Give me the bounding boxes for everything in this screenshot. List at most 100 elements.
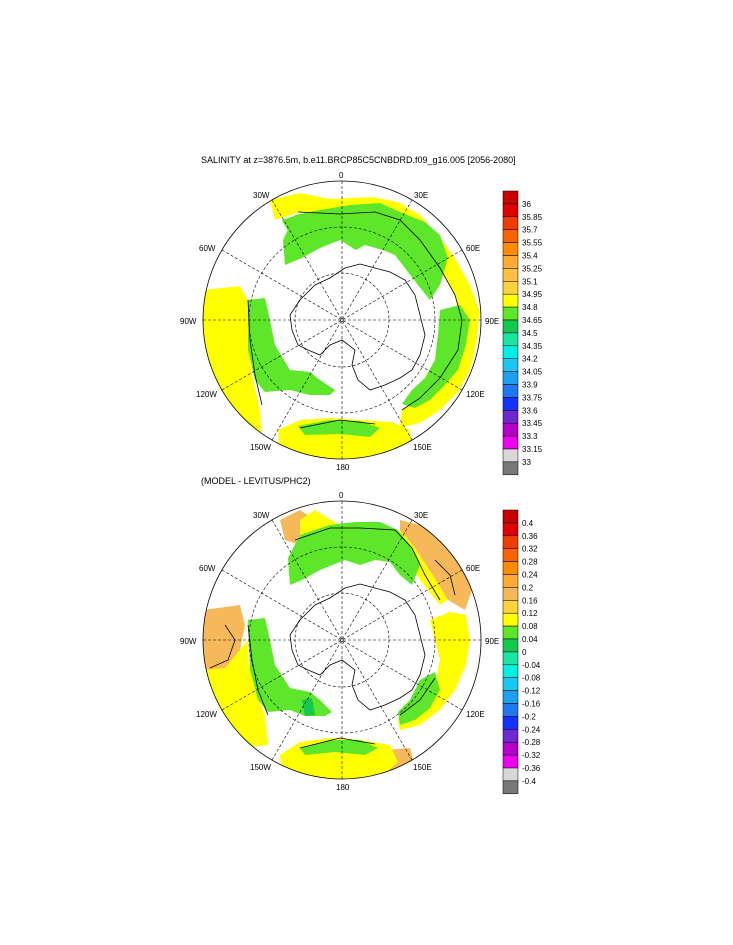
- colorbar-label: -0.2: [522, 712, 536, 721]
- panel2-title: (MODEL - LEVITUS/PHC2): [201, 476, 311, 486]
- lon-label-0: 0: [339, 171, 344, 180]
- colorbar-label: 0.12: [522, 609, 538, 618]
- lon-label-0: 0: [339, 491, 344, 500]
- colorbar-swatch: [502, 703, 519, 717]
- colorbar-swatch: [502, 574, 519, 588]
- difference-map: 0 30E 60E 90E 120E 150E 180 150W 120W 90…: [180, 491, 499, 792]
- colorbar-swatch: [502, 448, 519, 463]
- colorbar-label: 0.36: [522, 532, 538, 541]
- lon-label-60w: 60W: [199, 564, 216, 573]
- colorbar-label: 33.6: [522, 406, 538, 415]
- colorbar-swatch: [502, 754, 519, 769]
- colorbar-label: 0.32: [522, 545, 538, 554]
- colorbar-swatch: [502, 587, 519, 601]
- colorbar-label: 35.55: [522, 239, 543, 248]
- lon-label-90w: 90W: [180, 637, 197, 646]
- colorbar-label: -0.32: [522, 751, 541, 760]
- lon-label-120e: 120E: [466, 710, 485, 719]
- colorbar-label: 34.35: [522, 342, 543, 351]
- colorbar-swatch: [502, 461, 519, 476]
- colorbar-swatch: [502, 716, 519, 730]
- colorbar-label: 33: [522, 458, 531, 467]
- lon-label-30e: 30E: [414, 191, 428, 200]
- lon-label-30w: 30W: [253, 191, 270, 200]
- colorbar-swatch: [502, 548, 519, 562]
- colorbar-swatch: [502, 741, 519, 756]
- lon-label-60w: 60W: [199, 244, 216, 253]
- lon-label-30w: 30W: [253, 511, 270, 520]
- region-green: [248, 298, 335, 395]
- colorbar-swatch: [502, 190, 519, 205]
- colorbar-swatch: [502, 371, 519, 385]
- colorbar-swatch: [502, 625, 519, 640]
- colorbar-label: 33.15: [522, 445, 543, 454]
- colorbar-label: 36: [522, 200, 531, 209]
- colorbar-label: 35.4: [522, 252, 538, 261]
- colorbar-swatch: [502, 345, 519, 359]
- antarctica-coastline: [289, 263, 426, 391]
- colorbar-label: -0.04: [522, 661, 541, 670]
- lon-label-120w: 120W: [196, 710, 217, 719]
- colorbar-label: 34.5: [522, 329, 538, 338]
- colorbar-label: 34.05: [522, 368, 543, 377]
- colorbar-label: 33.9: [522, 381, 538, 390]
- colorbar-label: 35.85: [522, 213, 543, 222]
- colorbar-label: 0.4: [522, 519, 534, 528]
- panel1-title: SALINITY at z=3876.5m, b.e11.BRCP85C5CNB…: [201, 155, 516, 165]
- colorbar-swatch: [502, 306, 519, 321]
- region-green: [402, 305, 470, 408]
- lon-label-90e: 90E: [485, 317, 499, 326]
- antarctica-coastline: [289, 583, 426, 711]
- lon-label-120w: 120W: [196, 390, 217, 399]
- lon-label-150e: 150E: [413, 763, 432, 772]
- lon-label-90e: 90E: [485, 637, 499, 646]
- colorbar-label: 0.04: [522, 635, 538, 644]
- colorbar-label: 35.25: [522, 264, 543, 273]
- colorbar-swatch: [502, 410, 519, 424]
- colorbar-swatch: [502, 397, 519, 411]
- colorbar-swatch: [502, 255, 519, 269]
- colorbar-swatch: [502, 229, 519, 243]
- colorbar-label: -0.08: [522, 674, 541, 683]
- colorbar-swatch: [502, 600, 519, 614]
- colorbar-label: 0.28: [522, 558, 538, 567]
- lon-label-150w: 150W: [250, 443, 271, 452]
- colorbar-swatch: [502, 509, 519, 524]
- colorbar-label: 34.95: [522, 290, 543, 299]
- salinity-colorbar: 36 35.85 35.7 35.55 35.4 35.25 35.1 34.95 34.8 34…: [502, 190, 543, 476]
- region-green: [398, 672, 440, 725]
- colorbar-swatch: [502, 651, 519, 666]
- colorbar-label: 33.75: [522, 393, 543, 402]
- colorbar-label: 34.65: [522, 316, 543, 325]
- colorbar-label: 34.8: [522, 303, 538, 312]
- region-green: [282, 214, 303, 235]
- lon-label-120e: 120E: [466, 390, 485, 399]
- colorbar-swatch: [502, 780, 519, 795]
- colorbar-label: 33.3: [522, 432, 538, 441]
- colorbar-swatch: [502, 767, 519, 782]
- colorbar-label: 33.45: [522, 419, 543, 428]
- lon-label-60e: 60E: [466, 244, 480, 253]
- lon-label-30e: 30E: [414, 511, 428, 520]
- colorbar-swatch: [502, 612, 519, 627]
- colorbar-swatch: [502, 535, 519, 549]
- colorbar-swatch: [502, 677, 519, 691]
- lon-label-60e: 60E: [466, 564, 480, 573]
- colorbar-swatch: [502, 268, 519, 282]
- colorbar-swatch: [502, 332, 519, 347]
- salinity-map: 0 30E 60E 90E 120E 150E 180 150W 120W 90…: [180, 171, 499, 472]
- colorbar-swatch: [502, 664, 519, 678]
- colorbar-swatch: [502, 384, 519, 398]
- colorbar-swatch: [502, 203, 519, 218]
- colorbar-swatch: [502, 561, 519, 575]
- colorbar-swatch: [502, 435, 519, 450]
- lon-label-150w: 150W: [250, 763, 271, 772]
- colorbar-swatch: [502, 242, 519, 256]
- colorbar-swatch: [502, 358, 519, 372]
- colorbar-label: 34.2: [522, 355, 538, 364]
- colorbar-label: -0.16: [522, 700, 541, 709]
- colorbar-label: 0.2: [522, 583, 534, 592]
- colorbar-label: 0.16: [522, 596, 538, 605]
- colorbar-label: 0.08: [522, 622, 538, 631]
